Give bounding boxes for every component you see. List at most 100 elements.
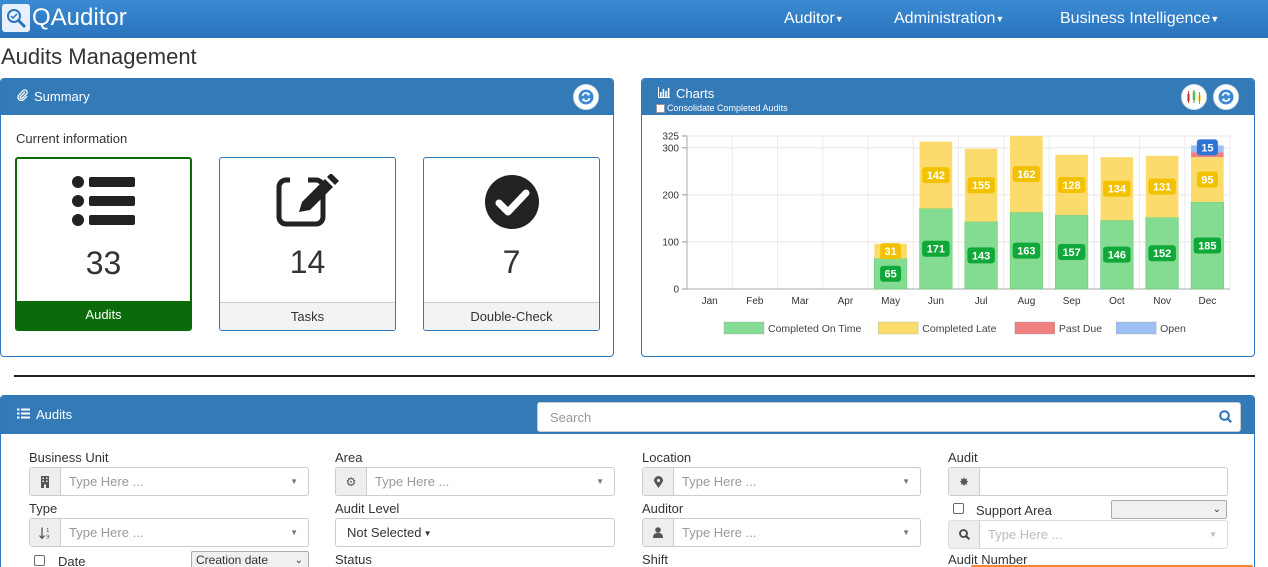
business-unit-input[interactable]: Type Here ... ▼ bbox=[61, 468, 308, 495]
type-input[interactable]: Type Here ... ▼ bbox=[61, 519, 308, 546]
x-tick-label: Mar bbox=[792, 296, 810, 307]
gears-icon: ⚙ bbox=[336, 468, 367, 495]
summary-panel-header: Summary bbox=[1, 79, 613, 115]
y-tick-label: 100 bbox=[662, 237, 679, 248]
consolidate-toggle[interactable]: Consolidate Completed Audits bbox=[656, 103, 788, 113]
data-label-bg bbox=[1103, 246, 1131, 263]
date-checkbox[interactable] bbox=[34, 555, 45, 566]
data-label: 134 bbox=[1108, 184, 1127, 196]
search-input[interactable] bbox=[538, 403, 1208, 431]
date-type-value: Creation date bbox=[196, 553, 269, 567]
area-field[interactable]: ⚙ Type Here ... ▼ bbox=[335, 467, 615, 496]
data-label-bg bbox=[922, 240, 950, 257]
legend-label: Past Due bbox=[1059, 323, 1102, 335]
summary-panel: Summary Current information 33 Audits 14… bbox=[0, 78, 614, 357]
summary-refresh-button[interactable] bbox=[573, 84, 599, 110]
legend-label: Completed On Time bbox=[768, 323, 862, 335]
shift-label: Shift bbox=[642, 552, 669, 567]
nav-auditor[interactable]: Auditor▼ bbox=[784, 10, 844, 28]
support-area-field[interactable]: Type Here ... ▼ bbox=[948, 520, 1228, 549]
chevron-down-icon: ⌄ bbox=[1212, 504, 1221, 515]
location-placeholder: Type Here ... bbox=[682, 474, 757, 489]
audit-field[interactable]: ✸ bbox=[948, 467, 1228, 496]
data-label-bg bbox=[1196, 139, 1218, 156]
charts-refresh-button[interactable] bbox=[1213, 84, 1239, 110]
qauditor-logo-icon bbox=[2, 4, 30, 32]
data-label: 146 bbox=[1108, 250, 1126, 262]
support-area-checkbox[interactable] bbox=[953, 503, 964, 514]
refresh-icon bbox=[578, 89, 594, 105]
double-check-card[interactable]: 7 Double-Check bbox=[423, 157, 600, 331]
data-label-bg bbox=[1148, 245, 1176, 262]
x-tick-label: Oct bbox=[1109, 296, 1125, 307]
tasks-card-label: Tasks bbox=[220, 302, 395, 330]
audits-card[interactable]: 33 Audits bbox=[15, 157, 192, 331]
area-input[interactable]: Type Here ... ▼ bbox=[367, 468, 614, 495]
support-area-select[interactable]: ⌄ bbox=[1111, 500, 1227, 519]
audits-title-wrap: Audits bbox=[17, 407, 72, 422]
date-type-select[interactable]: Creation date ⌄ bbox=[191, 551, 309, 567]
y-tick-label: 0 bbox=[673, 285, 679, 296]
business-unit-field[interactable]: Type Here ... ▼ bbox=[29, 467, 309, 496]
x-tick-label: Dec bbox=[1198, 296, 1216, 307]
date-label: Date bbox=[58, 554, 86, 567]
business-unit-label: Business Unit bbox=[29, 450, 109, 465]
data-label: 15 bbox=[1201, 142, 1213, 154]
charts-panel: Charts Consolidate Completed Audits 0 100… bbox=[641, 78, 1255, 357]
legend-swatch bbox=[1014, 321, 1056, 335]
data-label-bg bbox=[922, 167, 950, 184]
double-check-count: 7 bbox=[502, 244, 521, 280]
chevron-down-icon: ⌄ bbox=[294, 555, 303, 566]
data-label-bg bbox=[1103, 180, 1131, 197]
location-field[interactable]: Type Here ... ▼ bbox=[642, 467, 921, 496]
auditor-field[interactable]: Type Here ... ▼ bbox=[642, 518, 921, 547]
paperclip-icon bbox=[17, 89, 28, 104]
data-label: 185 bbox=[1198, 240, 1216, 252]
search-icon[interactable] bbox=[1219, 410, 1232, 428]
map-marker-icon bbox=[643, 468, 674, 495]
support-area-input[interactable]: Type Here ... ▼ bbox=[980, 521, 1227, 548]
charts-title: Charts bbox=[676, 86, 715, 101]
brand[interactable]: QAuditor bbox=[2, 4, 127, 32]
chart-type-button[interactable] bbox=[1181, 84, 1207, 110]
data-label: 95 bbox=[1201, 175, 1213, 187]
certificate-icon: ✸ bbox=[949, 468, 980, 495]
type-placeholder: Type Here ... bbox=[69, 525, 144, 540]
consolidate-checkbox[interactable] bbox=[656, 103, 665, 113]
support-area-label: Support Area bbox=[976, 503, 1052, 518]
location-label: Location bbox=[642, 450, 692, 465]
audit-level-select[interactable]: Not Selected ▼ bbox=[335, 518, 615, 547]
brand-name: QAuditor bbox=[32, 4, 127, 31]
data-label-bg bbox=[967, 177, 995, 194]
charts-title-wrap: Charts bbox=[658, 86, 714, 101]
edit-icon bbox=[220, 174, 395, 228]
caret-down-icon: ▼ bbox=[834, 13, 844, 24]
nav-business-intelligence[interactable]: Business Intelligence▼ bbox=[1060, 10, 1219, 28]
data-label: 128 bbox=[1062, 180, 1080, 192]
auditor-placeholder: Type Here ... bbox=[682, 525, 757, 540]
nav-administration[interactable]: Administration▼ bbox=[894, 10, 1004, 28]
audit-label: Audit bbox=[948, 450, 978, 465]
legend-label: Open bbox=[1160, 323, 1186, 335]
location-input[interactable]: Type Here ... ▼ bbox=[674, 468, 920, 495]
nav-auditor-label: Auditor bbox=[784, 10, 835, 27]
x-tick-label: Nov bbox=[1153, 296, 1171, 307]
type-label: Type bbox=[29, 501, 58, 516]
data-label-bg bbox=[1193, 237, 1222, 254]
svg-text:9: 9 bbox=[46, 534, 50, 539]
y-tick-label: 200 bbox=[662, 190, 679, 201]
dropdown-arrow-icon: ▼ bbox=[290, 528, 298, 537]
tasks-card[interactable]: 14 Tasks bbox=[219, 157, 396, 331]
audits-title: Audits bbox=[36, 407, 73, 422]
legend-swatch bbox=[1115, 321, 1157, 335]
auditor-input[interactable]: Type Here ... ▼ bbox=[674, 519, 920, 546]
building-icon bbox=[30, 468, 61, 495]
audit-input[interactable] bbox=[980, 468, 1227, 495]
candlestick-chart-icon bbox=[1187, 90, 1201, 104]
summary-title-wrap: Summary bbox=[17, 89, 90, 104]
caret-down-icon: ▼ bbox=[1210, 13, 1220, 24]
check-circle-icon bbox=[424, 174, 599, 230]
data-label: 155 bbox=[972, 180, 990, 192]
